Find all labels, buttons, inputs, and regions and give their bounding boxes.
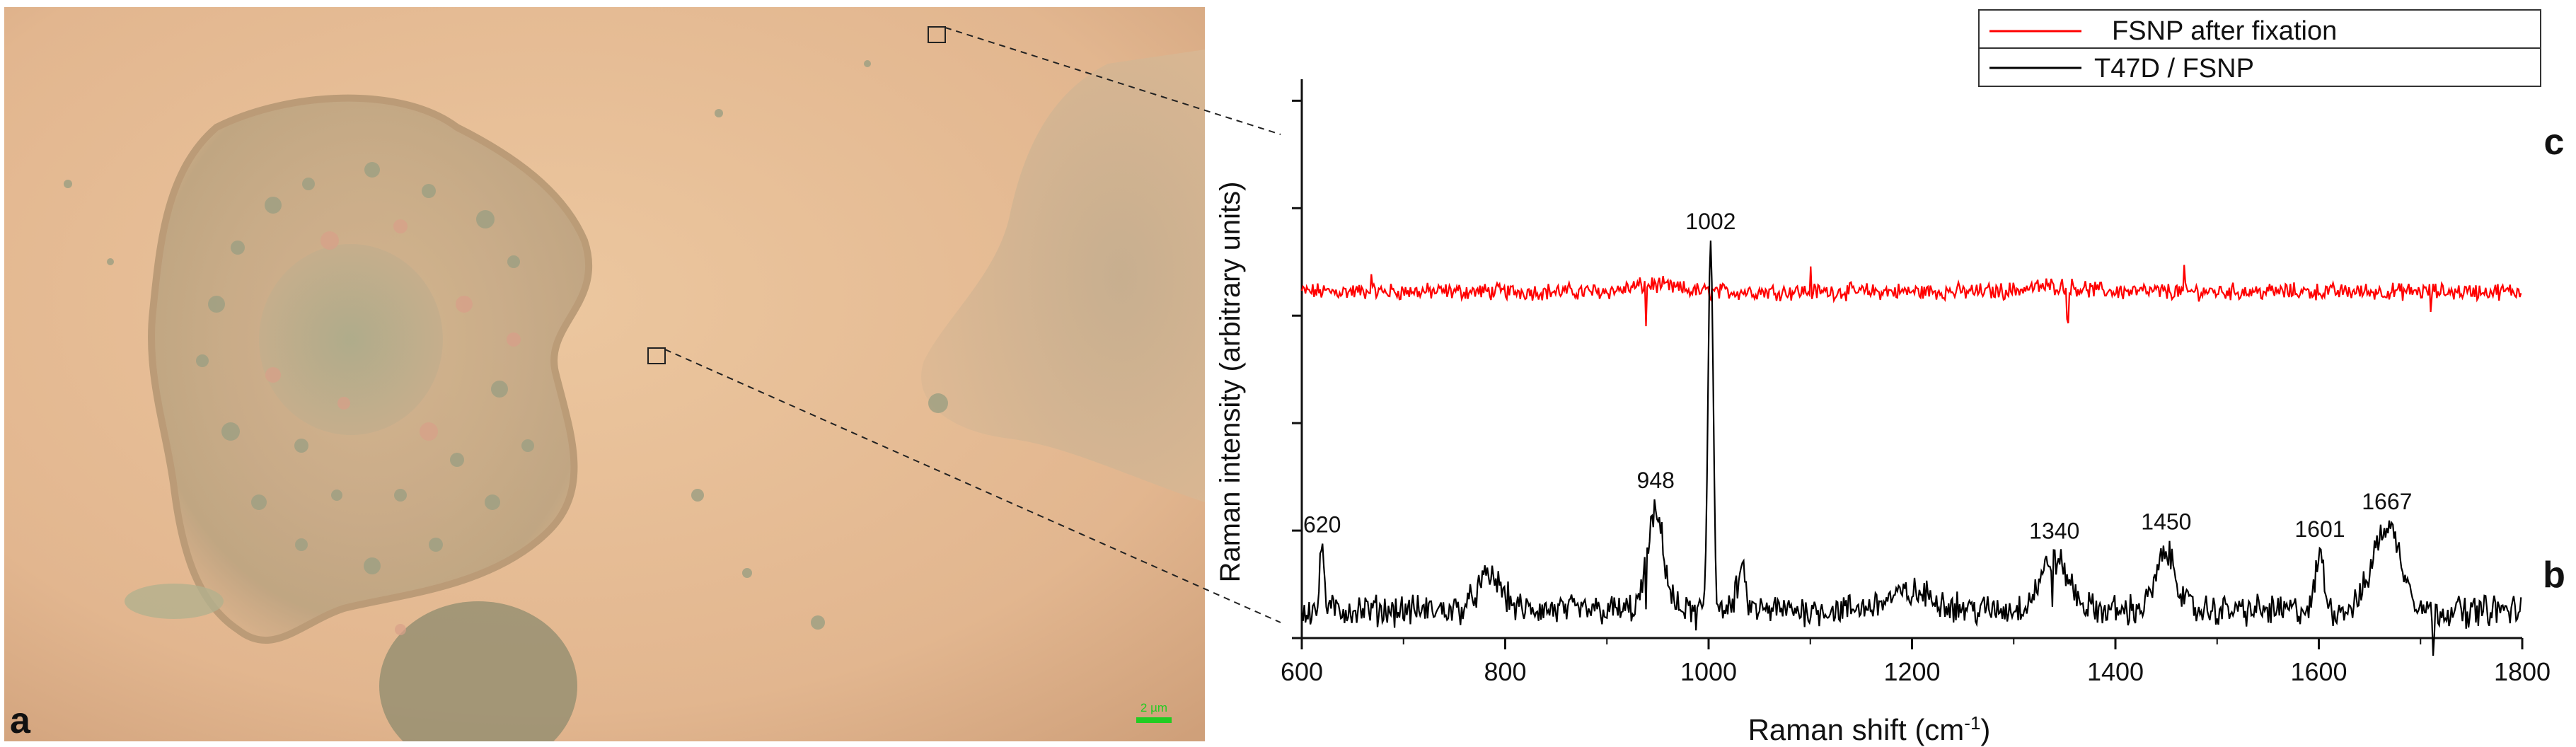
series-t47d-fsnp xyxy=(1300,241,2522,656)
connector-line-c xyxy=(945,27,1281,135)
peak-label-1601: 1601 xyxy=(2294,516,2345,542)
x-axis-label: Raman shift (cm-1) xyxy=(1748,712,1991,746)
panel-label-a: a xyxy=(10,700,31,741)
panel-label-c: c xyxy=(2544,122,2565,163)
x-tick-label-1400: 1400 xyxy=(2087,657,2144,686)
panel-label-b: b xyxy=(2543,555,2565,596)
inset-box-b xyxy=(647,347,666,364)
x-tick-label-1600: 1600 xyxy=(2290,657,2347,686)
axes: 600 800 1000 1200 1400 1600 1800 xyxy=(1281,79,2551,686)
peak-label-1340: 1340 xyxy=(2029,518,2079,543)
peak-label-1450: 1450 xyxy=(2141,509,2191,535)
x-tick-label-800: 800 xyxy=(1484,657,1526,686)
microscopy-image: 2 µm a xyxy=(4,7,1205,741)
connector-line-b xyxy=(664,349,1281,623)
peak-label-948: 948 xyxy=(1637,468,1675,493)
x-tick-label-1000: 1000 xyxy=(1680,657,1737,686)
inset-box-c xyxy=(928,26,946,43)
x-tick-label-600: 600 xyxy=(1281,657,1323,686)
peak-label-1667: 1667 xyxy=(2362,489,2412,514)
series-fsnp-after-fixation xyxy=(1300,265,2522,327)
series-line-series-b xyxy=(1300,241,2522,656)
x-tick-label-1800: 1800 xyxy=(2494,657,2551,686)
inset-connectors xyxy=(664,27,1281,623)
peak-labels: 620 948 1002 1340 1450 1601 1667 xyxy=(1303,209,2412,543)
peak-label-1002: 1002 xyxy=(1685,209,1735,234)
y-axis-label: Raman intensity (arbitrary units) xyxy=(1215,182,1246,583)
x-tick-label-1200: 1200 xyxy=(1883,657,1940,686)
legend-label-fsnp: FSNP after fixation xyxy=(2112,16,2337,46)
series-line-series-c xyxy=(1300,265,2522,327)
peak-label-620: 620 xyxy=(1303,512,1341,538)
scale-bar-label: 2 µm xyxy=(1140,701,1167,714)
scale-bar xyxy=(1136,717,1172,723)
legend: FSNP after fixation T47D / FSNP xyxy=(1978,9,2541,87)
legend-label-t47d: T47D / FSNP xyxy=(2094,54,2254,83)
